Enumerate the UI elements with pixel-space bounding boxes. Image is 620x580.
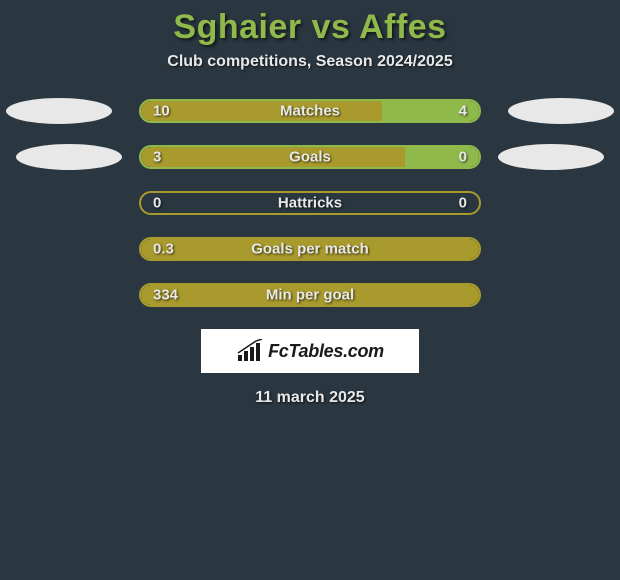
stat-label: Matches xyxy=(280,103,340,120)
stat-bar: 0.3 Goals per match xyxy=(139,237,481,261)
stat-value-right: 0 xyxy=(459,195,467,212)
bar-fill-right xyxy=(405,147,479,167)
stat-value-left: 3 xyxy=(153,149,161,166)
stat-row: 3 0 Goals xyxy=(0,145,620,169)
stat-row: 0 0 Hattricks xyxy=(0,191,620,215)
stat-row: 0.3 Goals per match xyxy=(0,237,620,261)
stat-bar: 334 Min per goal xyxy=(139,283,481,307)
stat-row: 10 4 Matches xyxy=(0,99,620,123)
stats-area: 10 4 Matches 3 0 Goals 0 0 Hattricks 0.3 Goals per… xyxy=(0,99,620,307)
stat-value-left: 10 xyxy=(153,103,170,120)
stat-bar: 3 0 Goals xyxy=(139,145,481,169)
player-right-ellipse xyxy=(498,144,604,170)
stat-bar: 10 4 Matches xyxy=(139,99,481,123)
stat-value-left: 0 xyxy=(153,195,161,212)
bar-fill-left xyxy=(141,147,405,167)
bar-chart-icon xyxy=(236,339,264,363)
stat-label: Goals xyxy=(289,149,331,166)
stat-value-right: 0 xyxy=(459,149,467,166)
stat-value-right: 4 xyxy=(459,103,467,120)
stat-label: Hattricks xyxy=(278,195,342,212)
stat-value-left: 334 xyxy=(153,287,178,304)
bar-fill-left xyxy=(141,101,382,121)
player-right-ellipse xyxy=(508,98,614,124)
stat-row: 334 Min per goal xyxy=(0,283,620,307)
logo-text: FcTables.com xyxy=(268,341,384,362)
player-left-ellipse xyxy=(6,98,112,124)
infographic-container: Sghaier vs Affes Club competitions, Seas… xyxy=(0,0,620,407)
logo-inner: FcTables.com xyxy=(236,339,384,363)
footer-date: 11 march 2025 xyxy=(0,389,620,407)
stat-label: Goals per match xyxy=(251,241,369,258)
stat-bar: 0 0 Hattricks xyxy=(139,191,481,215)
page-title: Sghaier vs Affes xyxy=(0,8,620,47)
logo-box: FcTables.com xyxy=(201,329,419,373)
player-left-ellipse xyxy=(16,144,122,170)
stat-label: Min per goal xyxy=(266,287,354,304)
stat-value-left: 0.3 xyxy=(153,241,174,258)
page-subtitle: Club competitions, Season 2024/2025 xyxy=(0,53,620,71)
